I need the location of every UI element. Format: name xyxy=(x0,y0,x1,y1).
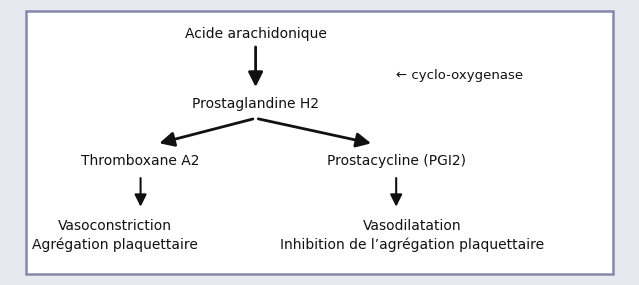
Text: ← cyclo-oxygenase: ← cyclo-oxygenase xyxy=(396,69,523,82)
Text: Prostaglandine H2: Prostaglandine H2 xyxy=(192,97,319,111)
Text: Vasodilatation
Inhibition de l’agrégation plaquettaire: Vasodilatation Inhibition de l’agrégatio… xyxy=(280,219,544,252)
Text: Acide arachidonique: Acide arachidonique xyxy=(185,27,327,41)
Text: Thromboxane A2: Thromboxane A2 xyxy=(81,154,200,168)
Text: Vasoconstriction
Agrégation plaquettaire: Vasoconstriction Agrégation plaquettaire xyxy=(32,219,198,252)
Text: Prostacycline (PGI2): Prostacycline (PGI2) xyxy=(327,154,466,168)
FancyBboxPatch shape xyxy=(26,11,613,274)
